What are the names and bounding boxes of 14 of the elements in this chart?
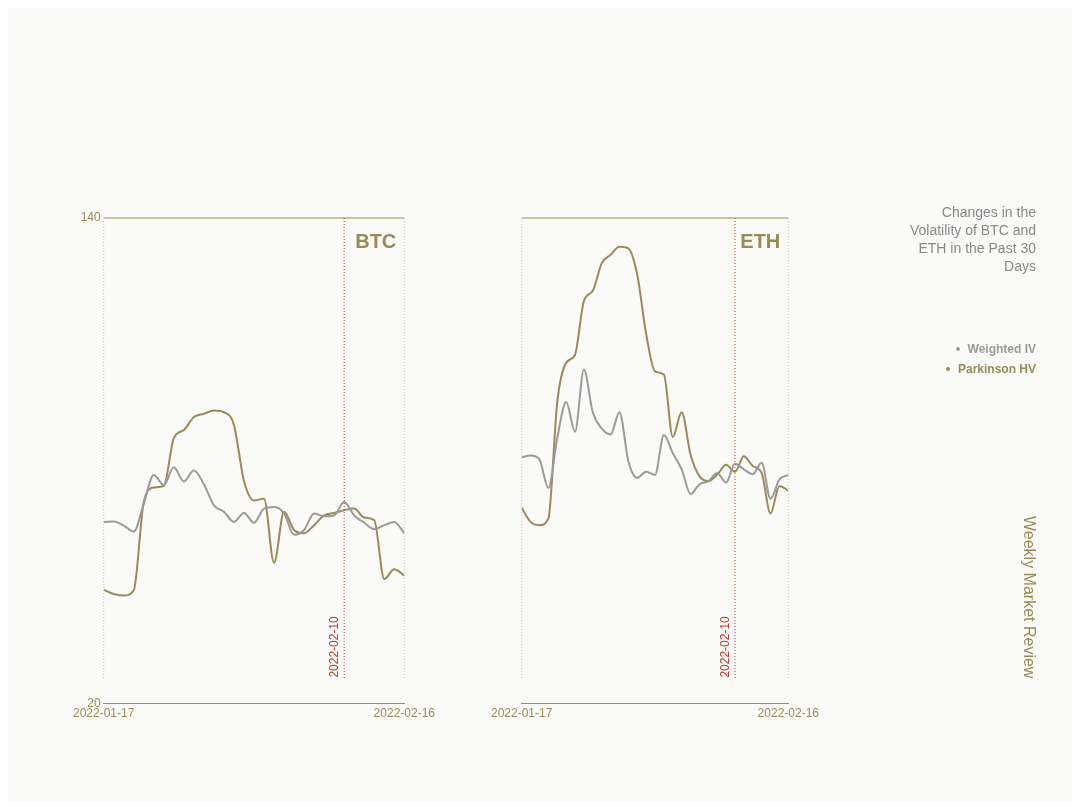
x-tick-label: 2022-02-16	[373, 706, 436, 721]
text: ETH	[740, 229, 781, 252]
x-tick-label: 2022-01-17	[491, 706, 553, 721]
ref-line-label: 2022-02-10	[718, 615, 733, 678]
text: Weekly Market Review	[1020, 516, 1038, 679]
legend-label: Weighted IV	[967, 341, 1036, 358]
line-series	[103, 409, 405, 597]
text: Changes in the Volatility of BTC and ETH in the Past 30 Days	[908, 203, 1036, 275]
y-tick-label: 140	[80, 210, 102, 225]
ref-line-label: 2022-02-10	[327, 615, 342, 678]
legend-label: Parkinson HV	[957, 361, 1036, 378]
text: BTC	[355, 229, 397, 252]
line-series	[103, 466, 405, 536]
x-tick-label: 2022-02-16	[757, 706, 820, 721]
